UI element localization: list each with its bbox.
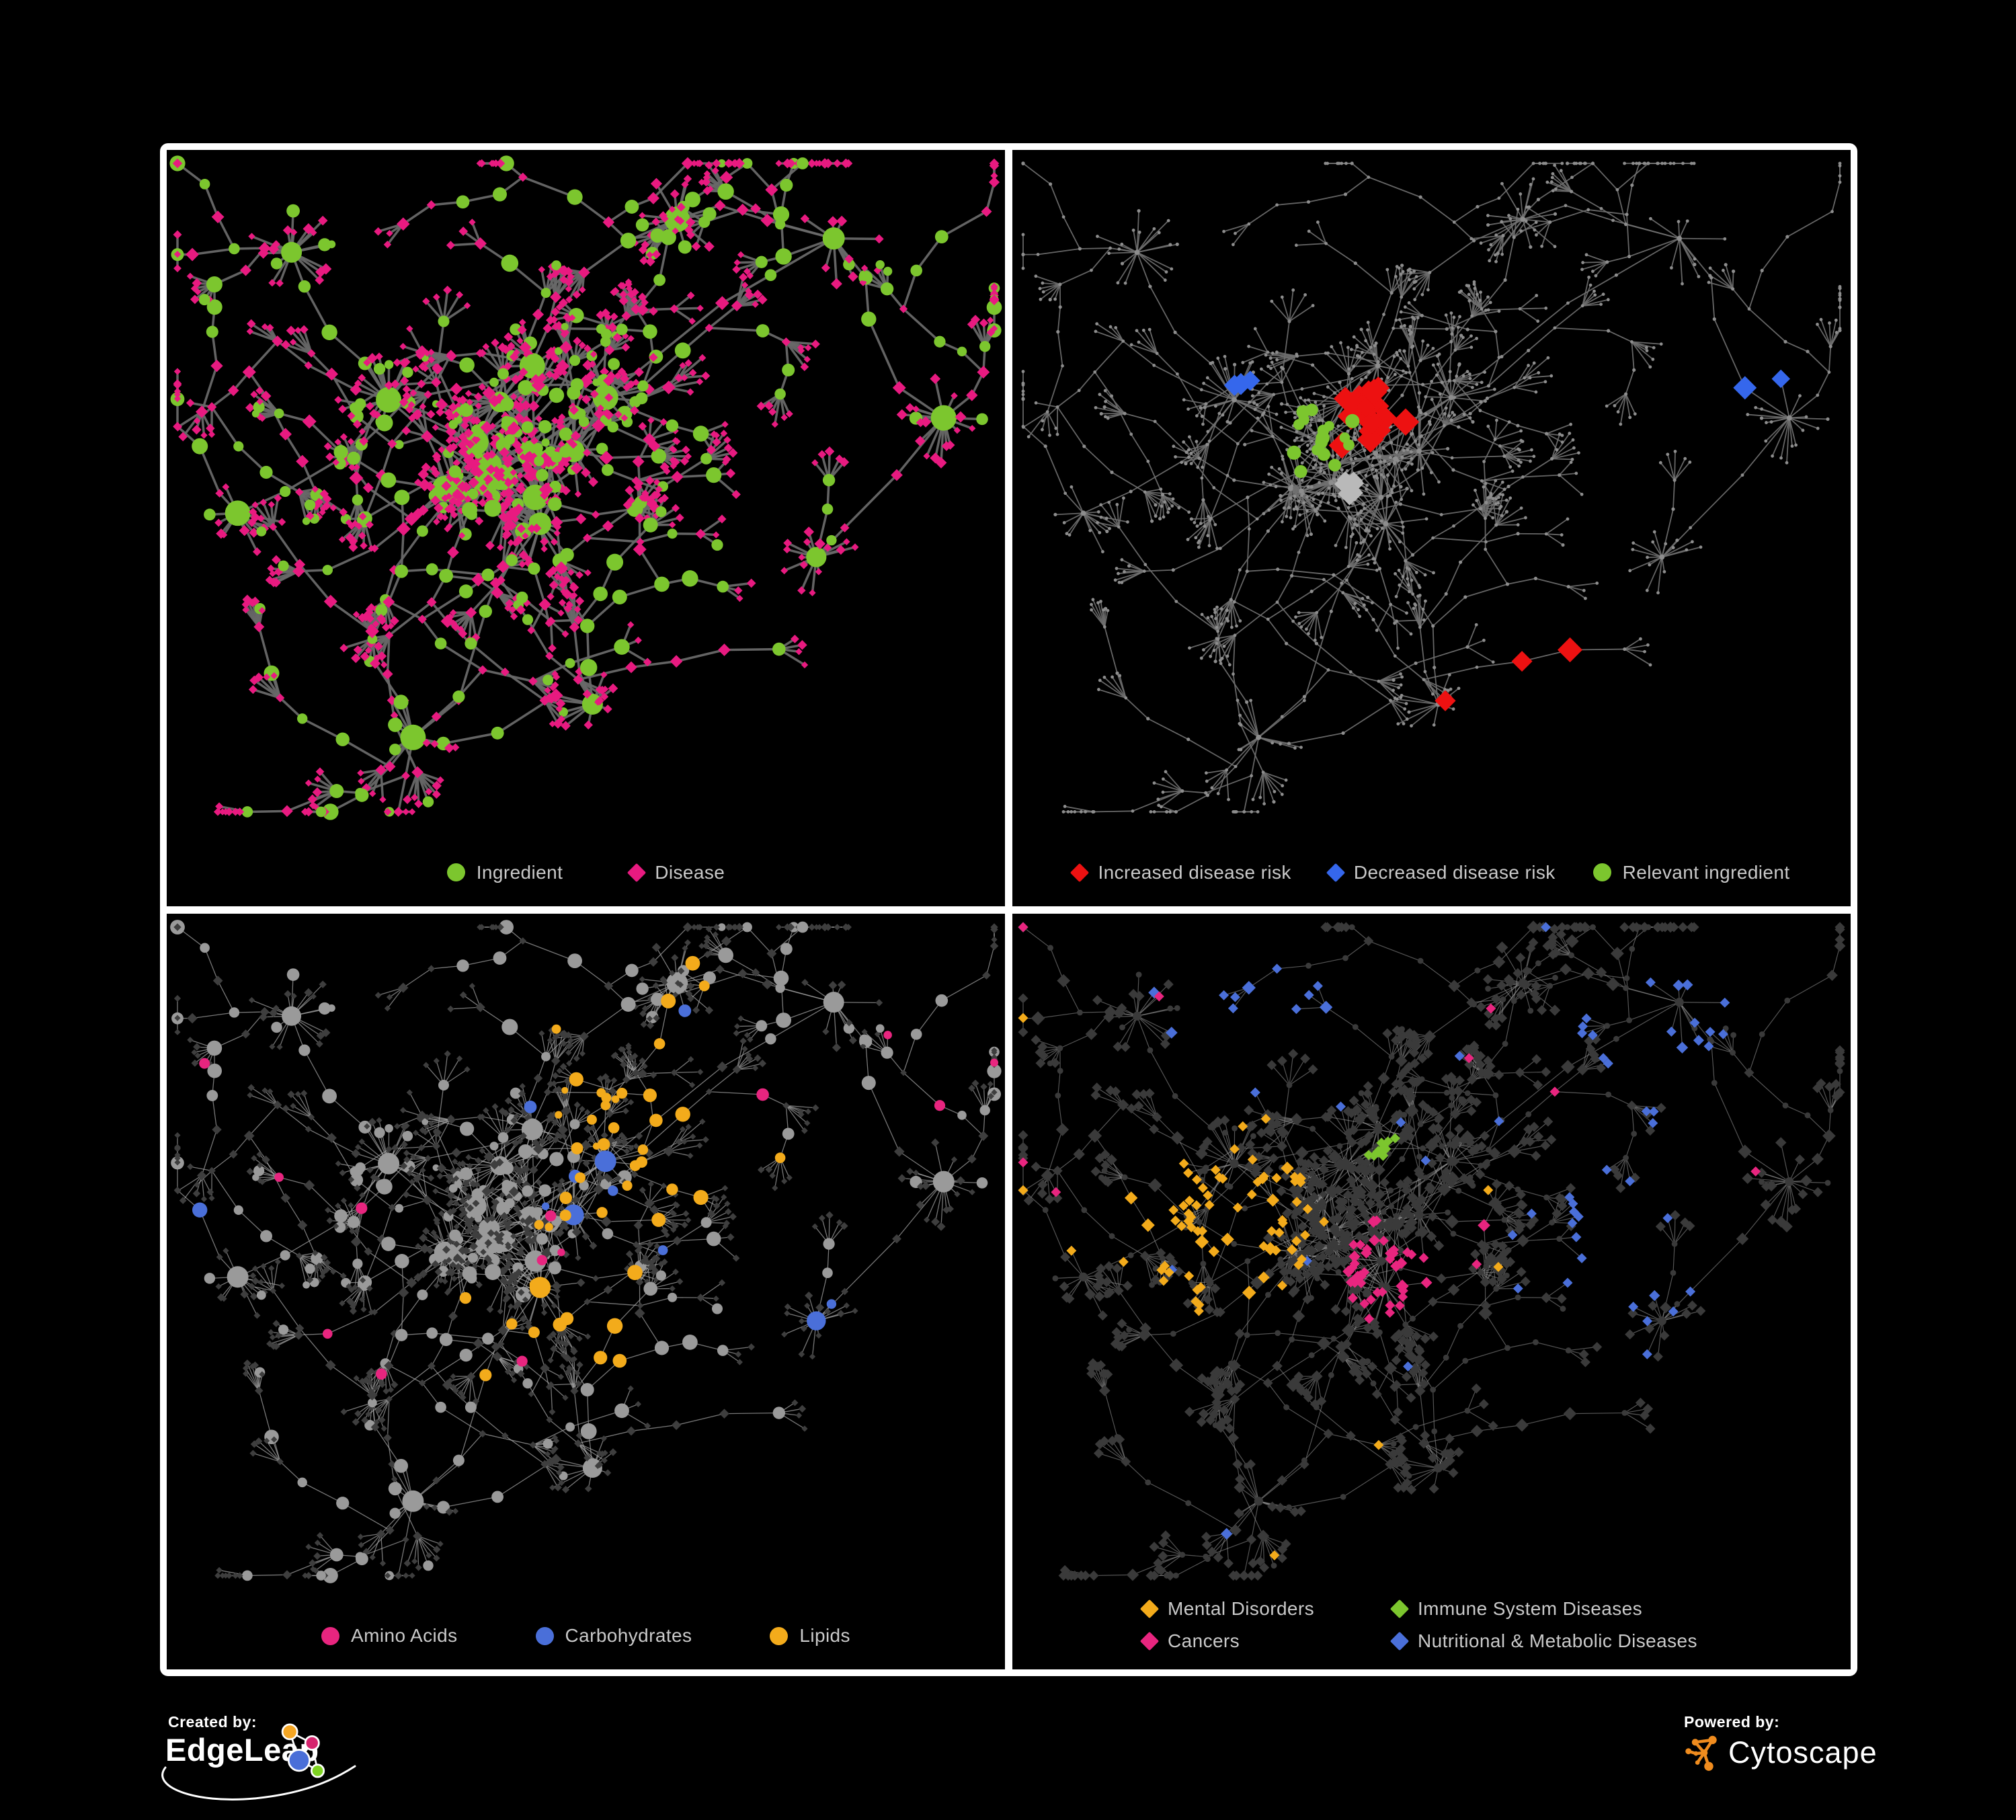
network-canvas-disease-classes xyxy=(1018,920,1846,1581)
diamond-swatch-icon xyxy=(627,863,647,882)
network-canvas-ingredient-classes xyxy=(170,919,1002,1583)
legend-item: Relevant ingredient xyxy=(1592,861,1790,883)
panel-disease-risk: Increased disease risk Decreased disease … xyxy=(1012,150,1851,906)
created-by-label: Created by: xyxy=(168,1713,257,1731)
legend-label: Amino Acids xyxy=(351,1625,458,1646)
diamond-swatch-icon xyxy=(1139,1599,1160,1619)
edgeleap-brand-row: EdgeLeap xyxy=(161,1723,356,1801)
legend-item: Increased disease risk xyxy=(1070,861,1291,883)
cytoscape-brand-row: Cytoscape xyxy=(1684,1734,1878,1772)
legend-item: Decreased disease risk xyxy=(1326,861,1556,883)
network-canvas-ingredient-disease xyxy=(169,155,1002,820)
legend-item: Carbohydrates xyxy=(535,1625,692,1647)
legend-item: Cancers xyxy=(1139,1630,1240,1652)
circle-swatch-icon xyxy=(446,863,465,881)
legend-disease-risk: Increased disease risk Decreased disease … xyxy=(1012,862,1851,883)
diamond-swatch-icon xyxy=(1139,1631,1160,1651)
edgeleap-swoosh-icon xyxy=(161,1765,356,1801)
legend-label: Carbohydrates xyxy=(565,1625,692,1646)
panel-disease-classes: Mental Disorders Immune System Diseases Ca… xyxy=(1012,913,1851,1669)
legend-ingredient-classes: Amino Acids Carbohydrates Lipids xyxy=(167,1625,1005,1647)
legend-label: Ingredient xyxy=(476,861,563,883)
legend-item: Amino Acids xyxy=(321,1625,457,1647)
legend-item: Disease xyxy=(627,861,725,883)
diamond-swatch-icon xyxy=(1389,1631,1410,1651)
cytoscape-logo-icon xyxy=(1685,1735,1717,1771)
circle-swatch-icon xyxy=(1592,863,1611,881)
panel-ingredient-disease: Ingredient Disease xyxy=(167,150,1005,906)
network-canvas-disease-risk xyxy=(1021,161,1842,814)
legend-label: Relevant ingredient xyxy=(1622,861,1790,883)
legend-item: Immune System Diseases xyxy=(1389,1598,1643,1620)
legend-label: Nutritional & Metabolic Diseases xyxy=(1418,1630,1697,1651)
cytoscape-wordmark: Cytoscape xyxy=(1728,1735,1878,1770)
edgeleap-logo-icon xyxy=(281,1723,325,1778)
legend-item: Nutritional & Metabolic Diseases xyxy=(1389,1630,1697,1652)
legend-label: Disease xyxy=(655,861,725,883)
powered-by-label: Powered by: xyxy=(1684,1713,1780,1731)
legend-ingredient-disease: Ingredient Disease xyxy=(167,862,1005,883)
created-by-block: Created by: EdgeLeap xyxy=(161,1713,356,1801)
panel-ingredient-classes: Amino Acids Carbohydrates Lipids xyxy=(167,913,1005,1669)
legend-label: Increased disease risk xyxy=(1098,861,1291,883)
panel-grid: Ingredient Disease Increased disease risk… xyxy=(160,143,1857,1676)
powered-by-block: Powered by: Cytoscape xyxy=(1684,1713,1878,1772)
legend-label: Cancers xyxy=(1168,1630,1240,1651)
legend-label: Decreased disease risk xyxy=(1353,861,1556,883)
legend-disease-classes: Mental Disorders Immune System Diseases Ca… xyxy=(1139,1598,1697,1652)
legend-label: Lipids xyxy=(799,1625,850,1646)
circle-swatch-icon xyxy=(770,1626,789,1645)
legend-item: Mental Disorders xyxy=(1139,1598,1315,1620)
diamond-swatch-icon xyxy=(1070,863,1090,882)
circle-swatch-icon xyxy=(321,1626,340,1645)
legend-item: Ingredient xyxy=(446,861,563,883)
diamond-swatch-icon xyxy=(1326,863,1345,882)
circle-swatch-icon xyxy=(535,1626,554,1645)
legend-label: Mental Disorders xyxy=(1168,1598,1315,1619)
legend-item: Lipids xyxy=(770,1625,850,1647)
diamond-swatch-icon xyxy=(1389,1599,1410,1619)
legend-label: Immune System Diseases xyxy=(1418,1598,1643,1619)
